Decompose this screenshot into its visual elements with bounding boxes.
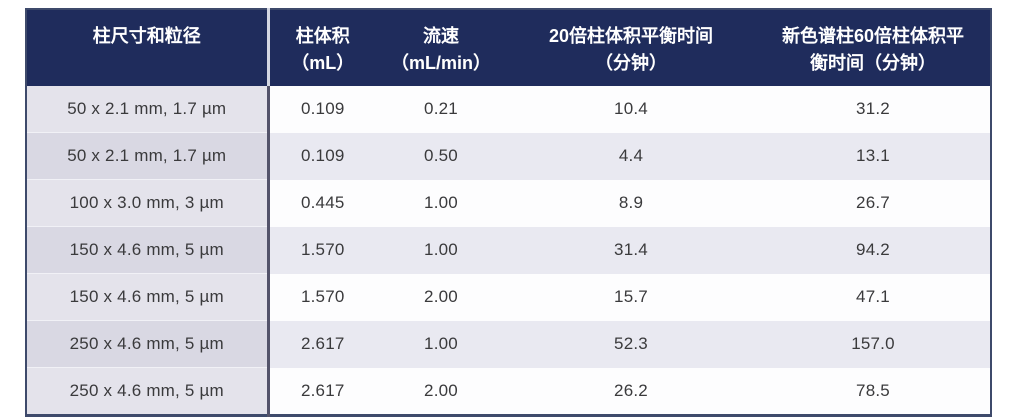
table-row: 250 x 4.6 mm, 5 µm 2.617 1.00 52.3 157.0 <box>26 320 991 368</box>
table-row: 100 x 3.0 mm, 3 µm 0.445 1.00 8.9 26.7 <box>26 179 991 227</box>
flow-rate-cell: 1.00 <box>376 226 506 274</box>
column-volume-cell: 1.570 <box>268 226 376 274</box>
header-equil-time-60cv: 新色谱柱60倍柱体积平 衡时间（分钟） <box>756 9 991 86</box>
column-size-cell: 250 x 4.6 mm, 5 µm <box>26 320 270 368</box>
header-column-size: 柱尺寸和粒径 <box>26 9 270 86</box>
column-volume-cell: 2.617 <box>268 320 376 368</box>
equil-time-20cv-cell: 31.4 <box>506 226 756 274</box>
flow-rate-cell: 2.00 <box>376 273 506 321</box>
table-row: 150 x 4.6 mm, 5 µm 1.570 1.00 31.4 94.2 <box>26 226 991 274</box>
table-row: 50 x 2.1 mm, 1.7 µm 0.109 0.50 4.4 13.1 <box>26 132 991 180</box>
column-volume-cell: 0.445 <box>268 179 376 227</box>
column-equilibration-table: 柱尺寸和粒径 柱体积 （mL） 流速 （mL/min） 20倍柱体积平衡时间 （… <box>25 8 992 417</box>
equil-time-60cv-cell: 31.2 <box>756 86 991 133</box>
table-row: 50 x 2.1 mm, 1.7 µm 0.109 0.21 10.4 31.2 <box>26 86 991 133</box>
table-body: 50 x 2.1 mm, 1.7 µm 0.109 0.21 10.4 31.2 50 x… <box>26 86 991 416</box>
equil-time-60cv-cell: 13.1 <box>756 132 991 180</box>
table-row: 150 x 4.6 mm, 5 µm 1.570 2.00 15.7 47.1 <box>26 273 991 321</box>
equil-time-60cv-cell: 47.1 <box>756 273 991 321</box>
header-equil-time-20cv: 20倍柱体积平衡时间 （分钟） <box>506 9 756 86</box>
column-size-cell: 150 x 4.6 mm, 5 µm <box>26 273 270 321</box>
column-volume-cell: 0.109 <box>268 86 376 133</box>
equil-time-20cv-cell: 26.2 <box>506 367 756 416</box>
column-size-cell: 150 x 4.6 mm, 5 µm <box>26 226 270 274</box>
column-volume-cell: 0.109 <box>268 132 376 180</box>
equil-time-60cv-cell: 157.0 <box>756 320 991 368</box>
column-size-cell: 250 x 4.6 mm, 5 µm <box>26 367 270 416</box>
header-row: 柱尺寸和粒径 柱体积 （mL） 流速 （mL/min） 20倍柱体积平衡时间 （… <box>26 9 991 86</box>
equil-time-20cv-cell: 4.4 <box>506 132 756 180</box>
flow-rate-cell: 1.00 <box>376 179 506 227</box>
column-size-cell: 50 x 2.1 mm, 1.7 µm <box>26 132 270 180</box>
equil-time-60cv-cell: 78.5 <box>756 367 991 416</box>
column-size-cell: 50 x 2.1 mm, 1.7 µm <box>26 86 270 133</box>
equil-time-20cv-cell: 15.7 <box>506 273 756 321</box>
flow-rate-cell: 2.00 <box>376 367 506 416</box>
equil-time-20cv-cell: 8.9 <box>506 179 756 227</box>
equil-time-60cv-cell: 26.7 <box>756 179 991 227</box>
column-volume-cell: 1.570 <box>268 273 376 321</box>
equil-time-20cv-cell: 52.3 <box>506 320 756 368</box>
table-row: 250 x 4.6 mm, 5 µm 2.617 2.00 26.2 78.5 <box>26 367 991 416</box>
flow-rate-cell: 0.50 <box>376 132 506 180</box>
equil-time-60cv-cell: 94.2 <box>756 226 991 274</box>
flow-rate-cell: 0.21 <box>376 86 506 133</box>
column-volume-cell: 2.617 <box>268 367 376 416</box>
equil-time-20cv-cell: 10.4 <box>506 86 756 133</box>
header-flow-rate: 流速 （mL/min） <box>376 9 506 86</box>
flow-rate-cell: 1.00 <box>376 320 506 368</box>
column-size-cell: 100 x 3.0 mm, 3 µm <box>26 179 270 227</box>
header-column-volume: 柱体积 （mL） <box>268 9 376 86</box>
